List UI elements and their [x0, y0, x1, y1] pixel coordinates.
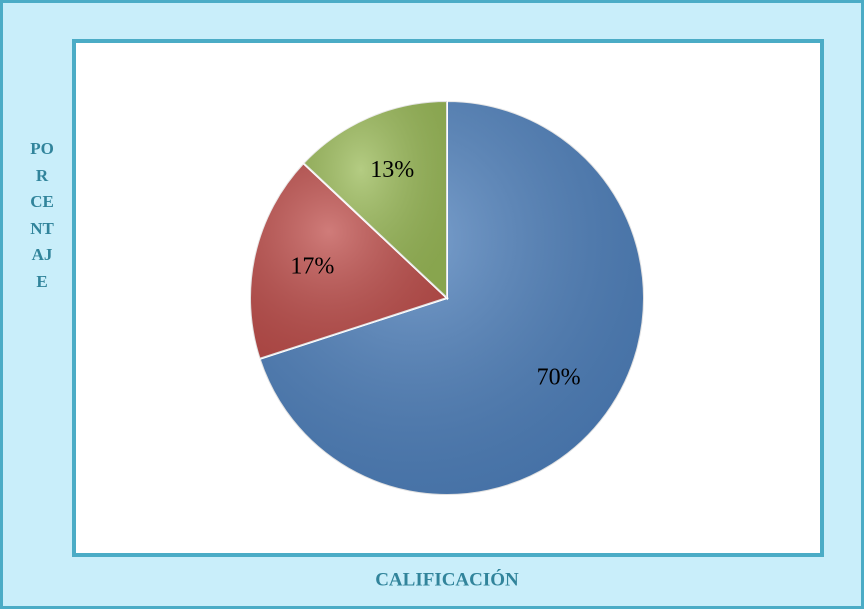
y-axis-label: PORCENTAJE — [30, 139, 54, 291]
data-label: 17% — [290, 253, 334, 279]
slice-shading — [250, 163, 447, 359]
data-label: 13% — [370, 157, 414, 183]
pie: 70% 17% 13% — [249, 99, 645, 496]
slice-shading — [259, 101, 645, 495]
slice-shading — [303, 101, 447, 298]
data-label: 70% — [537, 365, 581, 391]
x-axis-label: CALIFICACIÓN — [375, 568, 519, 590]
